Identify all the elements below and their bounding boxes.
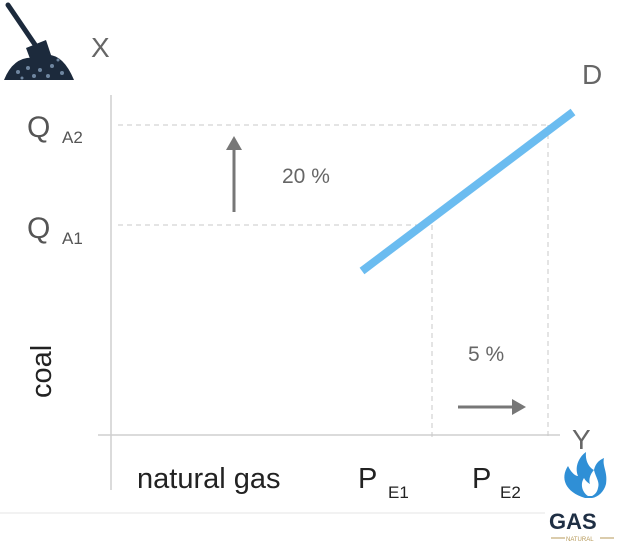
horizontal-change-label: 5 % [468,343,504,366]
q-a2-main: Q [27,111,50,144]
gas-logo-text: GAS [549,509,597,534]
vertical-change-label: 20 % [282,165,330,188]
curve-label-d: D [582,59,602,90]
flame-icon [564,452,607,498]
natural-gas-logo: GAS NATURAL [549,452,614,543]
natural-gas-axis-label: natural gas [137,463,281,495]
q-a1-main: Q [27,212,50,245]
demand-line [359,108,576,275]
x-axis-name: X [91,32,110,63]
q-a1-sub: A1 [62,229,83,248]
y-axis-name: Y [572,424,591,455]
p-e2-sub: E2 [500,483,521,502]
p-e1-main: P [358,463,377,495]
right-arrow-icon [458,399,526,415]
up-arrow-icon [226,136,242,212]
p-e2-main: P [472,463,491,495]
coal-axis-label: coal [26,345,58,398]
gas-logo-subtext: NATURAL [566,537,594,543]
p-e1-sub: E1 [388,483,409,502]
q-a2-sub: A2 [62,128,83,147]
coal-pile-icon [4,2,74,80]
